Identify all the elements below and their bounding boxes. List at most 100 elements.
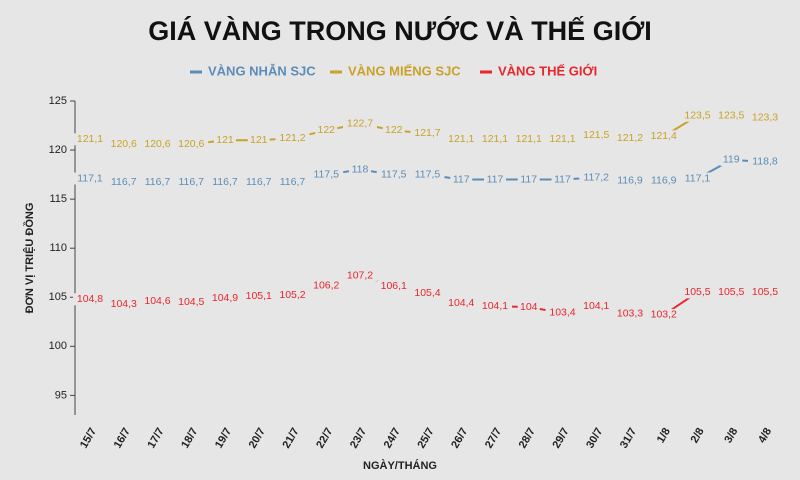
value-label: 120,6 — [111, 138, 137, 150]
value-label-bg — [349, 163, 371, 176]
value-label: 104 — [520, 301, 538, 313]
value-label-bg — [106, 176, 141, 189]
value-label: 105,5 — [752, 286, 778, 298]
y-tick-label: 95 — [55, 389, 67, 401]
value-label: 104,9 — [212, 292, 238, 304]
value-label-bg — [410, 168, 445, 181]
value-label: 121,1 — [77, 133, 103, 145]
value-label-bg — [646, 308, 681, 321]
value-label-bg — [140, 138, 175, 151]
value-label: 117 — [453, 173, 470, 185]
value-label-bg — [444, 133, 479, 146]
value-label: 117,1 — [77, 172, 103, 184]
x-tick-label: 27/7 — [483, 426, 504, 451]
value-label: 121,7 — [414, 127, 440, 139]
value-label: 105,2 — [279, 289, 305, 301]
value-label-bg — [174, 138, 209, 151]
value-label: 123,3 — [752, 111, 778, 123]
y-axis-label: ĐƠN VỊ TRIỆU ĐỒNG — [23, 203, 36, 314]
value-label: 117 — [520, 173, 537, 185]
value-label-bg — [275, 132, 310, 145]
value-label: 104,8 — [77, 293, 103, 305]
value-label-bg — [613, 307, 647, 320]
value-label: 116,9 — [651, 174, 677, 186]
value-label-bg — [214, 134, 236, 147]
value-label: 119 — [723, 154, 740, 166]
value-label: 121 — [216, 134, 234, 146]
value-label-bg — [382, 124, 405, 137]
value-label-bg — [714, 286, 749, 299]
value-label-bg — [680, 109, 715, 122]
value-label: 121,5 — [583, 129, 609, 141]
value-label: 104,5 — [178, 296, 204, 308]
value-label-bg — [714, 109, 749, 122]
x-tick-label: 31/7 — [618, 426, 639, 451]
value-label-bg — [748, 155, 782, 168]
value-label: 117,2 — [584, 171, 610, 183]
value-label-bg — [208, 176, 242, 189]
y-tick-label: 120 — [49, 144, 67, 156]
value-label-bg — [106, 298, 141, 311]
value-label-bg — [748, 286, 782, 299]
value-label-bg — [106, 138, 141, 151]
value-label: 104,1 — [482, 300, 508, 312]
value-label-bg — [579, 300, 614, 313]
value-label-bg — [315, 124, 338, 137]
value-label-bg — [484, 173, 506, 186]
value-label: 105,1 — [246, 290, 272, 302]
value-label: 121,2 — [617, 132, 643, 144]
value-label-bg — [613, 132, 647, 145]
x-tick-label: 18/7 — [179, 426, 200, 451]
value-label: 116,7 — [179, 176, 205, 188]
value-label-bg — [343, 269, 377, 282]
value-label: 105,4 — [414, 287, 440, 299]
x-tick-label: 2/8 — [689, 426, 707, 445]
value-label-bg — [680, 172, 715, 185]
value-label-bg — [579, 171, 614, 184]
value-label-bg — [309, 279, 344, 292]
value-label: 118,8 — [752, 156, 778, 168]
value-label: 121,4 — [651, 130, 677, 142]
x-tick-label: 24/7 — [382, 426, 403, 451]
value-label-bg — [343, 117, 377, 130]
value-label-bg — [241, 176, 276, 189]
value-label: 116,9 — [617, 174, 643, 186]
value-label: 116,7 — [246, 176, 272, 188]
value-label-bg — [140, 295, 175, 308]
value-label-bg — [241, 290, 276, 303]
value-label: 116,7 — [212, 176, 238, 188]
x-tick-label: 17/7 — [146, 426, 167, 451]
value-label: 122 — [317, 124, 335, 136]
value-label: 106,1 — [381, 280, 407, 292]
x-tick-label: 28/7 — [517, 426, 538, 451]
value-label: 103,2 — [651, 309, 677, 321]
value-label: 103,4 — [549, 307, 575, 319]
x-tick-label: 21/7 — [281, 426, 302, 451]
value-label: 116,7 — [111, 176, 137, 188]
x-tick-label: 20/7 — [247, 426, 268, 451]
value-label-bg — [646, 130, 681, 143]
x-tick-label: 16/7 — [112, 426, 133, 451]
value-label-bg — [309, 168, 344, 181]
value-label-bg — [545, 306, 580, 319]
value-label: 106,2 — [313, 279, 339, 291]
value-label-bg — [174, 176, 209, 189]
value-label: 117 — [554, 173, 571, 185]
value-label: 105,5 — [718, 286, 744, 298]
value-label-bg — [545, 133, 580, 146]
value-label-bg — [748, 111, 782, 124]
value-label-bg — [275, 176, 310, 189]
x-tick-label: 26/7 — [449, 426, 470, 451]
value-label: 121,2 — [279, 132, 305, 144]
value-label-bg — [680, 286, 715, 299]
value-label: 121,1 — [549, 133, 575, 145]
value-label: 117,5 — [381, 168, 407, 180]
value-label-bg — [517, 301, 540, 314]
value-label: 104,3 — [111, 298, 137, 310]
x-tick-label: 30/7 — [584, 426, 605, 451]
x-tick-label: 15/7 — [78, 426, 99, 451]
value-label-bg — [579, 129, 614, 142]
legend-label: VÀNG THẾ GIỚI — [498, 63, 597, 78]
value-label-bg — [376, 280, 411, 293]
value-label-bg — [646, 174, 681, 187]
